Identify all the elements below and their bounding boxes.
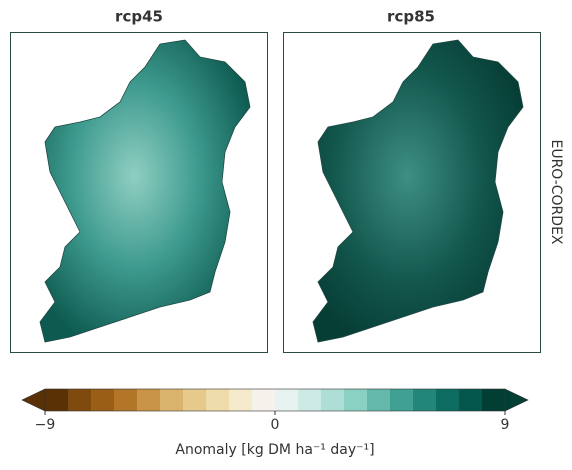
colorbar-segment <box>45 389 69 411</box>
row-label: EURO-CORDEX <box>548 139 564 244</box>
colorbar-segment <box>298 389 322 411</box>
colorbar-extend <box>21 388 46 412</box>
colorbar-tick-label: 9 <box>501 417 510 433</box>
colorbar-segment <box>252 389 276 411</box>
panel-title: rcp45 <box>115 8 163 26</box>
colorbar-segment <box>344 389 368 411</box>
colorbar-tick-label: 0 <box>271 417 280 433</box>
map-rcp45 <box>39 39 251 343</box>
panel-title: rcp85 <box>387 8 435 26</box>
colorbar-segment <box>160 389 184 411</box>
colorbar-tick-label: −9 <box>35 417 56 433</box>
colorbar-segment <box>275 389 299 411</box>
colorbar-segment <box>68 389 92 411</box>
colorbar-segment <box>367 389 391 411</box>
colorbar: −9 0 9 <box>21 388 529 433</box>
colorbar-label: Anomaly [kg DM ha⁻¹ day⁻¹] <box>175 442 374 458</box>
colorbar-segment <box>137 389 161 411</box>
colorbar-segment <box>390 389 414 411</box>
colorbar-segment <box>183 389 207 411</box>
colorbar-segment <box>206 389 230 411</box>
colorbar-segment <box>321 389 345 411</box>
colorbar-segment <box>114 389 138 411</box>
colorbar-extend <box>504 388 529 412</box>
colorbar-segment <box>436 389 460 411</box>
panel-frame <box>283 32 541 353</box>
colorbar-segment <box>482 389 506 411</box>
colorbar-segment <box>229 389 253 411</box>
panel-frame <box>10 32 268 353</box>
colorbar-segment <box>91 389 115 411</box>
colorbar-segment <box>459 389 483 411</box>
map-rcp85 <box>312 39 524 343</box>
colorbar-segment <box>413 389 437 411</box>
